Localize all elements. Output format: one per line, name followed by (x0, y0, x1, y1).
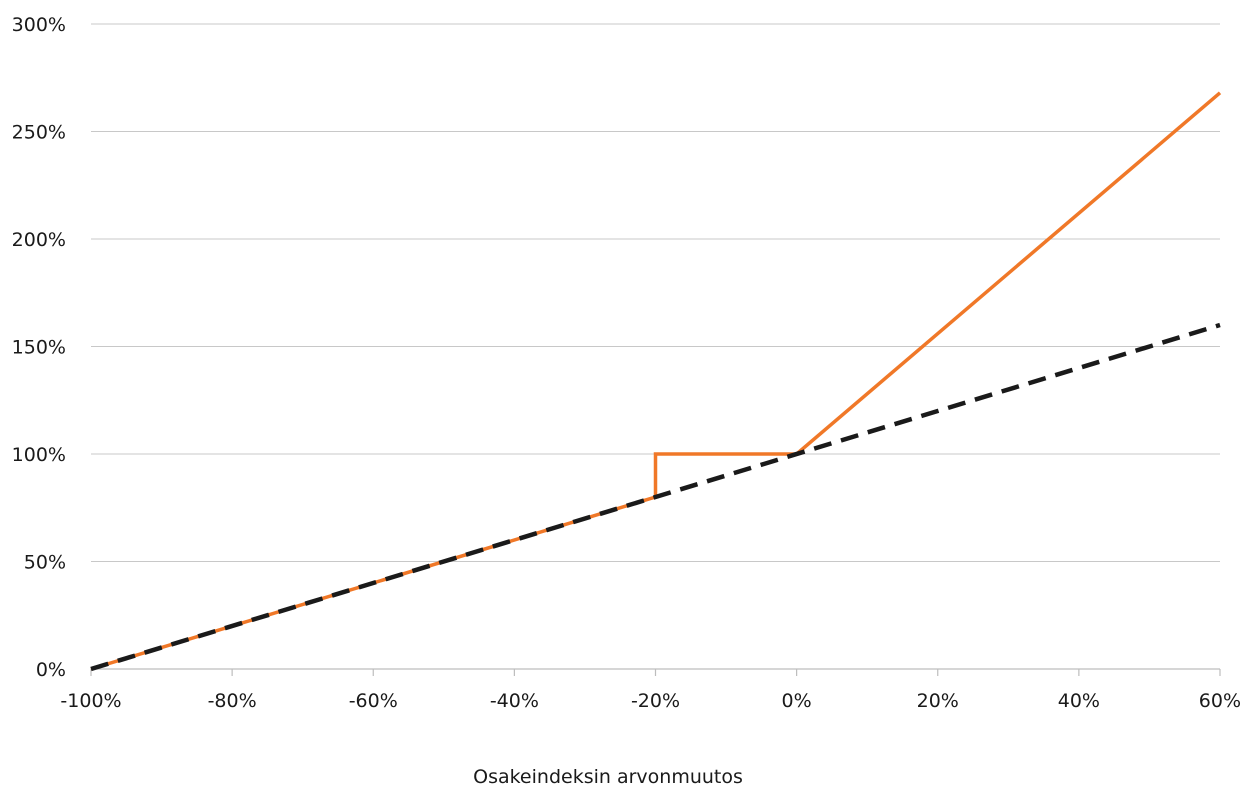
x-tick-labels: -100% -80% -60% -40% -20% 0% 20% 40% 60% (60, 690, 1241, 712)
y-tick-label: 300% (12, 14, 66, 36)
x-tick-label: 20% (917, 690, 959, 712)
y-tick-label: 50% (24, 552, 66, 574)
y-tick-label: 150% (12, 337, 66, 359)
x-tick-label: -80% (208, 690, 257, 712)
x-tick-label: -20% (631, 690, 680, 712)
x-tick-label: 40% (1058, 690, 1100, 712)
y-tick-labels: 0% 50% 100% 150% 200% 250% 300% (12, 14, 66, 681)
x-axis-title: Osakeindeksin arvonmuutos (473, 766, 743, 788)
axes (90, 668, 1221, 676)
x-tick-label: -100% (60, 690, 121, 712)
y-tick-label: 100% (12, 444, 66, 466)
y-tick-label: 200% (12, 229, 66, 251)
grid-lines (91, 23, 1220, 562)
solid-series-line (90, 91, 1222, 671)
x-tick-label: 60% (1199, 690, 1241, 712)
y-tick-label: 0% (36, 659, 66, 681)
y-tick-label: 250% (12, 122, 66, 144)
dashed-series-line (90, 322, 1221, 672)
x-tick-label: 0% (782, 690, 812, 712)
series-lines (90, 91, 1222, 672)
x-tick-label: -60% (349, 690, 398, 712)
x-tick-label: -40% (490, 690, 539, 712)
